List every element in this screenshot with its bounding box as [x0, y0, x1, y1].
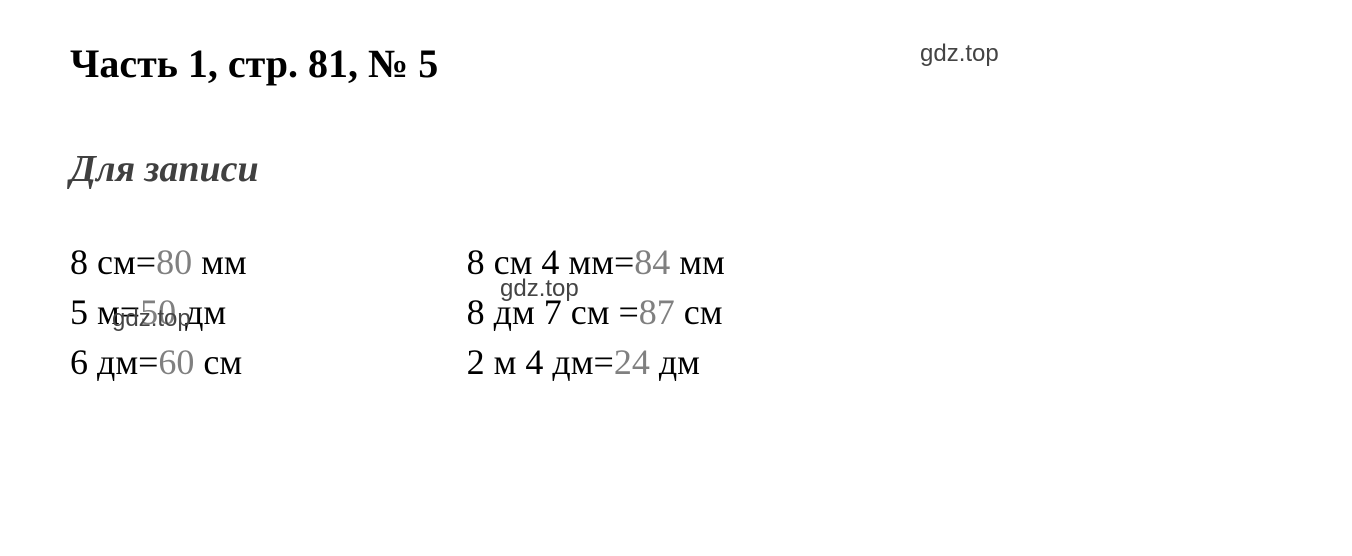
equation-result: 84	[634, 242, 670, 282]
equation-unit: см	[194, 342, 242, 382]
equations-container: 8 см=80 мм 5 м=50 дм 6 дм=60 см 8 см 4 м…	[70, 241, 1282, 383]
equation-result: 24	[614, 342, 650, 382]
equation-result: 60	[158, 342, 194, 382]
page-title: Часть 1, стр. 81, № 5	[70, 40, 1282, 87]
watermark-middle: gdz.top	[500, 275, 579, 303]
equation-left: 2 м 4 дм=	[467, 342, 614, 382]
equation-row: 6 дм=60 см	[70, 341, 247, 383]
equation-left: 8 см=	[70, 242, 156, 282]
equation-unit: см	[675, 292, 723, 332]
equation-result: 80	[156, 242, 192, 282]
equation-row: 8 см=80 мм	[70, 241, 247, 283]
equation-unit: мм	[192, 242, 247, 282]
watermark-left: gdz.top	[112, 305, 191, 333]
equation-unit: дм	[650, 342, 700, 382]
section-subtitle: Для записи	[70, 147, 1282, 191]
equation-unit: мм	[670, 242, 725, 282]
equation-row: 2 м 4 дм=24 дм	[467, 341, 725, 383]
equation-left: 6 дм=	[70, 342, 158, 382]
equation-result: 87	[639, 292, 675, 332]
watermark-top-right: gdz.top	[920, 40, 999, 68]
equations-column-right: 8 см 4 мм=84 мм 8 дм 7 см =87 см 2 м 4 д…	[467, 241, 725, 383]
